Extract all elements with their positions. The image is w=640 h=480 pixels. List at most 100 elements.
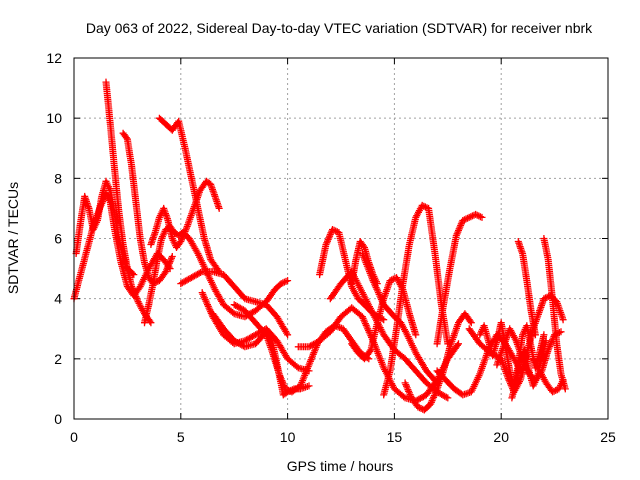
data-point xyxy=(154,231,156,234)
data-point xyxy=(447,397,449,399)
data-point xyxy=(361,316,363,318)
data-point xyxy=(338,231,340,234)
data-point xyxy=(122,243,124,246)
data-point xyxy=(551,391,554,393)
data-point xyxy=(244,316,246,318)
data-point xyxy=(244,340,246,342)
data-point xyxy=(160,237,163,240)
data-point xyxy=(178,120,180,122)
data-point xyxy=(101,195,103,197)
data-point xyxy=(165,228,167,231)
data-point xyxy=(319,274,321,276)
data-point xyxy=(287,334,289,336)
tick-labels: 0 5 10 15 20 25 0 2 4 6 8 10 12 xyxy=(46,50,616,445)
data-point xyxy=(205,180,208,182)
data-point xyxy=(96,219,99,222)
data-point xyxy=(406,334,408,336)
data-point xyxy=(395,277,398,279)
data-point xyxy=(180,240,182,243)
data-point xyxy=(158,216,161,219)
data-point xyxy=(143,322,146,324)
series-trace-04 xyxy=(119,129,176,288)
data-point xyxy=(126,138,128,140)
data-point xyxy=(539,310,541,312)
data-point xyxy=(436,370,438,372)
data-point xyxy=(532,358,534,360)
data-point xyxy=(415,352,417,354)
data-point xyxy=(150,243,152,246)
data-point xyxy=(410,397,413,399)
data-point xyxy=(186,225,188,228)
data-point xyxy=(442,370,445,372)
data-point xyxy=(404,358,406,360)
data-point xyxy=(547,349,549,351)
data-point xyxy=(430,403,432,405)
series-trace-27 xyxy=(540,235,569,393)
data-point xyxy=(560,373,562,375)
data-point xyxy=(434,252,436,255)
data-point xyxy=(449,346,451,348)
data-point xyxy=(222,334,225,336)
data-point xyxy=(143,261,146,264)
series-trace-07 xyxy=(147,177,223,251)
data-point xyxy=(244,310,246,312)
data-point xyxy=(254,322,257,324)
data-point xyxy=(163,207,165,210)
data-point xyxy=(528,370,530,372)
data-point xyxy=(233,286,235,288)
data-point xyxy=(483,325,485,327)
data-point xyxy=(363,304,366,306)
data-point xyxy=(254,343,257,345)
data-point xyxy=(564,388,566,390)
data-point xyxy=(545,340,547,342)
data-point xyxy=(372,313,374,315)
x-axis-label: GPS time / hours xyxy=(287,458,394,474)
data-point xyxy=(545,382,547,384)
data-point xyxy=(479,373,481,375)
data-point xyxy=(513,358,515,360)
data-point xyxy=(150,322,152,324)
x-tick-label: 5 xyxy=(177,429,185,445)
data-point xyxy=(282,394,284,396)
data-point xyxy=(515,340,517,342)
data-point xyxy=(556,343,558,345)
data-point xyxy=(536,376,539,378)
data-point xyxy=(113,213,116,216)
data-point xyxy=(415,370,417,372)
data-point xyxy=(233,340,235,342)
data-point xyxy=(218,207,220,210)
data-point xyxy=(193,207,195,210)
data-point xyxy=(468,328,470,330)
data-point xyxy=(517,240,519,243)
y-tick-label: 6 xyxy=(54,231,62,247)
data-point xyxy=(139,286,141,288)
data-point xyxy=(287,280,289,282)
data-point xyxy=(171,237,173,240)
data-point xyxy=(131,286,133,288)
data-point xyxy=(299,385,302,387)
data-point xyxy=(278,373,280,375)
data-point xyxy=(359,240,361,243)
data-point xyxy=(496,364,498,366)
data-point xyxy=(308,346,310,348)
y-tick-label: 12 xyxy=(46,50,62,66)
data-point xyxy=(383,394,385,396)
data-point xyxy=(462,394,464,396)
data-point xyxy=(532,385,534,387)
data-point xyxy=(158,280,161,282)
data-point xyxy=(547,258,549,261)
data-point xyxy=(470,322,472,324)
data-point xyxy=(165,270,167,273)
data-point xyxy=(109,189,111,191)
data-point xyxy=(445,379,447,381)
data-point xyxy=(222,274,225,276)
series-trace-20 xyxy=(433,210,486,348)
data-point xyxy=(265,334,267,336)
data-point xyxy=(156,258,158,261)
data-point xyxy=(417,406,419,408)
data-point xyxy=(86,249,88,252)
data-point xyxy=(233,304,235,306)
data-point xyxy=(521,252,524,255)
